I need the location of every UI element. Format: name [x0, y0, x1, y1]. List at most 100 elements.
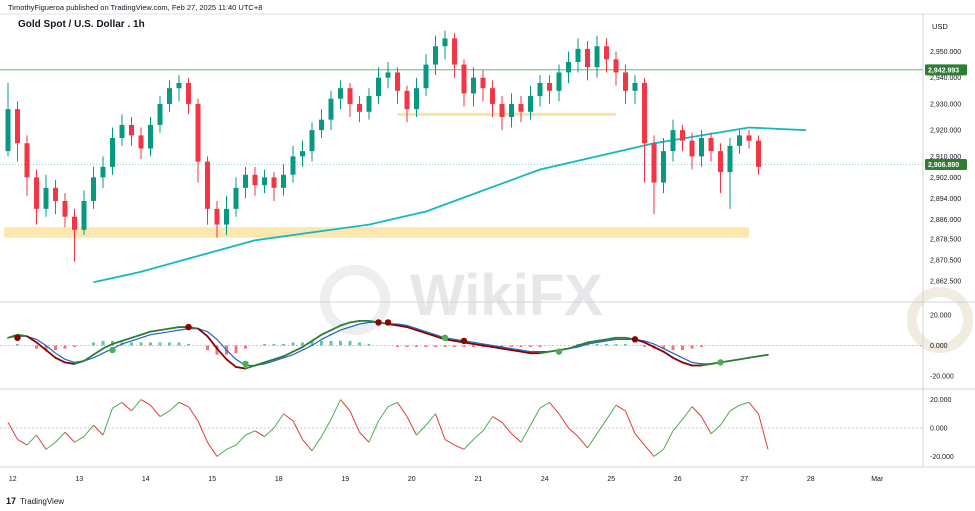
candle-body [91, 177, 96, 201]
oscillator-segment [55, 431, 66, 443]
oscillator-segment [311, 436, 322, 452]
macd-line-segment [748, 355, 760, 359]
histogram-bar [101, 340, 105, 346]
candle-body [309, 130, 315, 152]
macd-line-segment [197, 327, 209, 338]
oscillator-tick-label: 0.000 [930, 426, 948, 433]
oscillator-pane[interactable] [0, 388, 975, 457]
oscillator-segment [292, 420, 303, 440]
oscillator-segment [207, 441, 218, 457]
histogram-bar [187, 343, 190, 346]
price-label-badge [925, 159, 967, 171]
time-tick-label: 20 [408, 476, 416, 483]
oscillator-segment [36, 434, 47, 450]
histogram-bar [35, 345, 38, 349]
macd-line-segment [301, 339, 313, 348]
candle-body [585, 48, 590, 68]
candle-body [746, 135, 752, 141]
price-axis[interactable]: 2,950.000 2,940.000 2,930.000 2,920.000 2,91… [922, 14, 967, 467]
macd-line-segment [263, 358, 275, 364]
candle-body [366, 96, 372, 112]
oscillator-segment [549, 402, 560, 415]
macd-line-segment [501, 347, 513, 352]
candle-body [642, 82, 647, 144]
oscillator-segment [492, 416, 503, 423]
macd-pane[interactable] [0, 301, 975, 370]
candle-body [205, 161, 210, 209]
histogram-bar [215, 345, 219, 355]
candle-body [556, 72, 562, 91]
candle-body [376, 77, 381, 97]
macd-line-segment [643, 341, 655, 348]
candle-body [680, 130, 685, 141]
price-tick-label: 2,878.500 [930, 236, 961, 243]
cross-marker [631, 336, 639, 343]
histogram-bar [681, 345, 684, 351]
histogram-bar [529, 345, 532, 348]
candle-body [566, 61, 571, 73]
candle-body [737, 135, 742, 146]
cross-marker [717, 359, 724, 366]
macd-line-segment [425, 332, 437, 338]
price-tick-label: 2,910.000 [930, 154, 961, 161]
currency-label[interactable]: USD [932, 22, 948, 31]
oscillator-segment [558, 413, 569, 429]
macd-line-segment [83, 353, 95, 362]
price-tick-label: 2,930.000 [930, 101, 961, 108]
histogram-bar [367, 343, 371, 346]
candle-body [43, 187, 49, 209]
oscillator-segment [74, 436, 85, 443]
oscillator-segment [625, 410, 636, 434]
candle-body [110, 138, 115, 167]
oscillator-segment [644, 444, 655, 457]
histogram-bar [272, 343, 276, 346]
histogram-bar [643, 345, 646, 348]
macd-line-segment [140, 330, 152, 336]
price-tick-label: 2,940.000 [930, 75, 961, 82]
candle-body [509, 103, 514, 118]
candle-body [167, 88, 172, 104]
oscillator-segment [596, 419, 607, 434]
candle-body [243, 174, 248, 188]
oscillator-segment [140, 399, 151, 406]
time-axis[interactable]: 12 13 14 15 18 19 20 21 24 25 26 27 28 Mar [0, 466, 975, 483]
oscillator-segment [511, 433, 522, 443]
oscillator-segment [131, 399, 142, 412]
time-tick-label: 18 [275, 476, 283, 483]
oscillator-segment [368, 420, 379, 443]
oscillator-segment [463, 439, 474, 450]
macd-line-segment [26, 335, 38, 344]
oscillator-segment [169, 402, 180, 412]
cross-marker [441, 334, 449, 342]
macd-line-segment [482, 344, 494, 348]
price-pane[interactable] [0, 13, 975, 284]
time-tick-label: Mar [871, 476, 884, 483]
oscillator-segment [159, 410, 170, 418]
histogram-bar [348, 340, 352, 346]
time-tick-label: 26 [674, 476, 682, 483]
oscillator-segment [397, 402, 408, 417]
histogram-bar [92, 342, 95, 346]
macd-line-segment [130, 333, 142, 339]
candle-body [575, 48, 581, 62]
oscillator-segment [663, 430, 674, 450]
macd-line-segment [567, 344, 579, 350]
macd-line-segment [254, 361, 266, 367]
oscillator-segment [606, 404, 617, 420]
macd-line-segment [273, 355, 285, 361]
price-tick-label: 2,950.000 [930, 49, 961, 56]
histogram-bar [605, 343, 608, 346]
price-tick-label: 2,886.000 [930, 217, 961, 224]
candle-body [186, 82, 191, 104]
time-tick-label: 24 [541, 476, 549, 483]
oscillator-segment [321, 419, 332, 437]
price-tick-label: 2,862.500 [930, 278, 961, 285]
histogram-bar [424, 345, 428, 348]
candle-body [471, 77, 476, 94]
macd-line-segment [54, 356, 66, 364]
macd-line-segment [738, 356, 750, 361]
histogram-bar [586, 343, 589, 346]
footer-branding[interactable]: 17 TradingView [6, 494, 64, 508]
cross-marker [185, 323, 192, 331]
